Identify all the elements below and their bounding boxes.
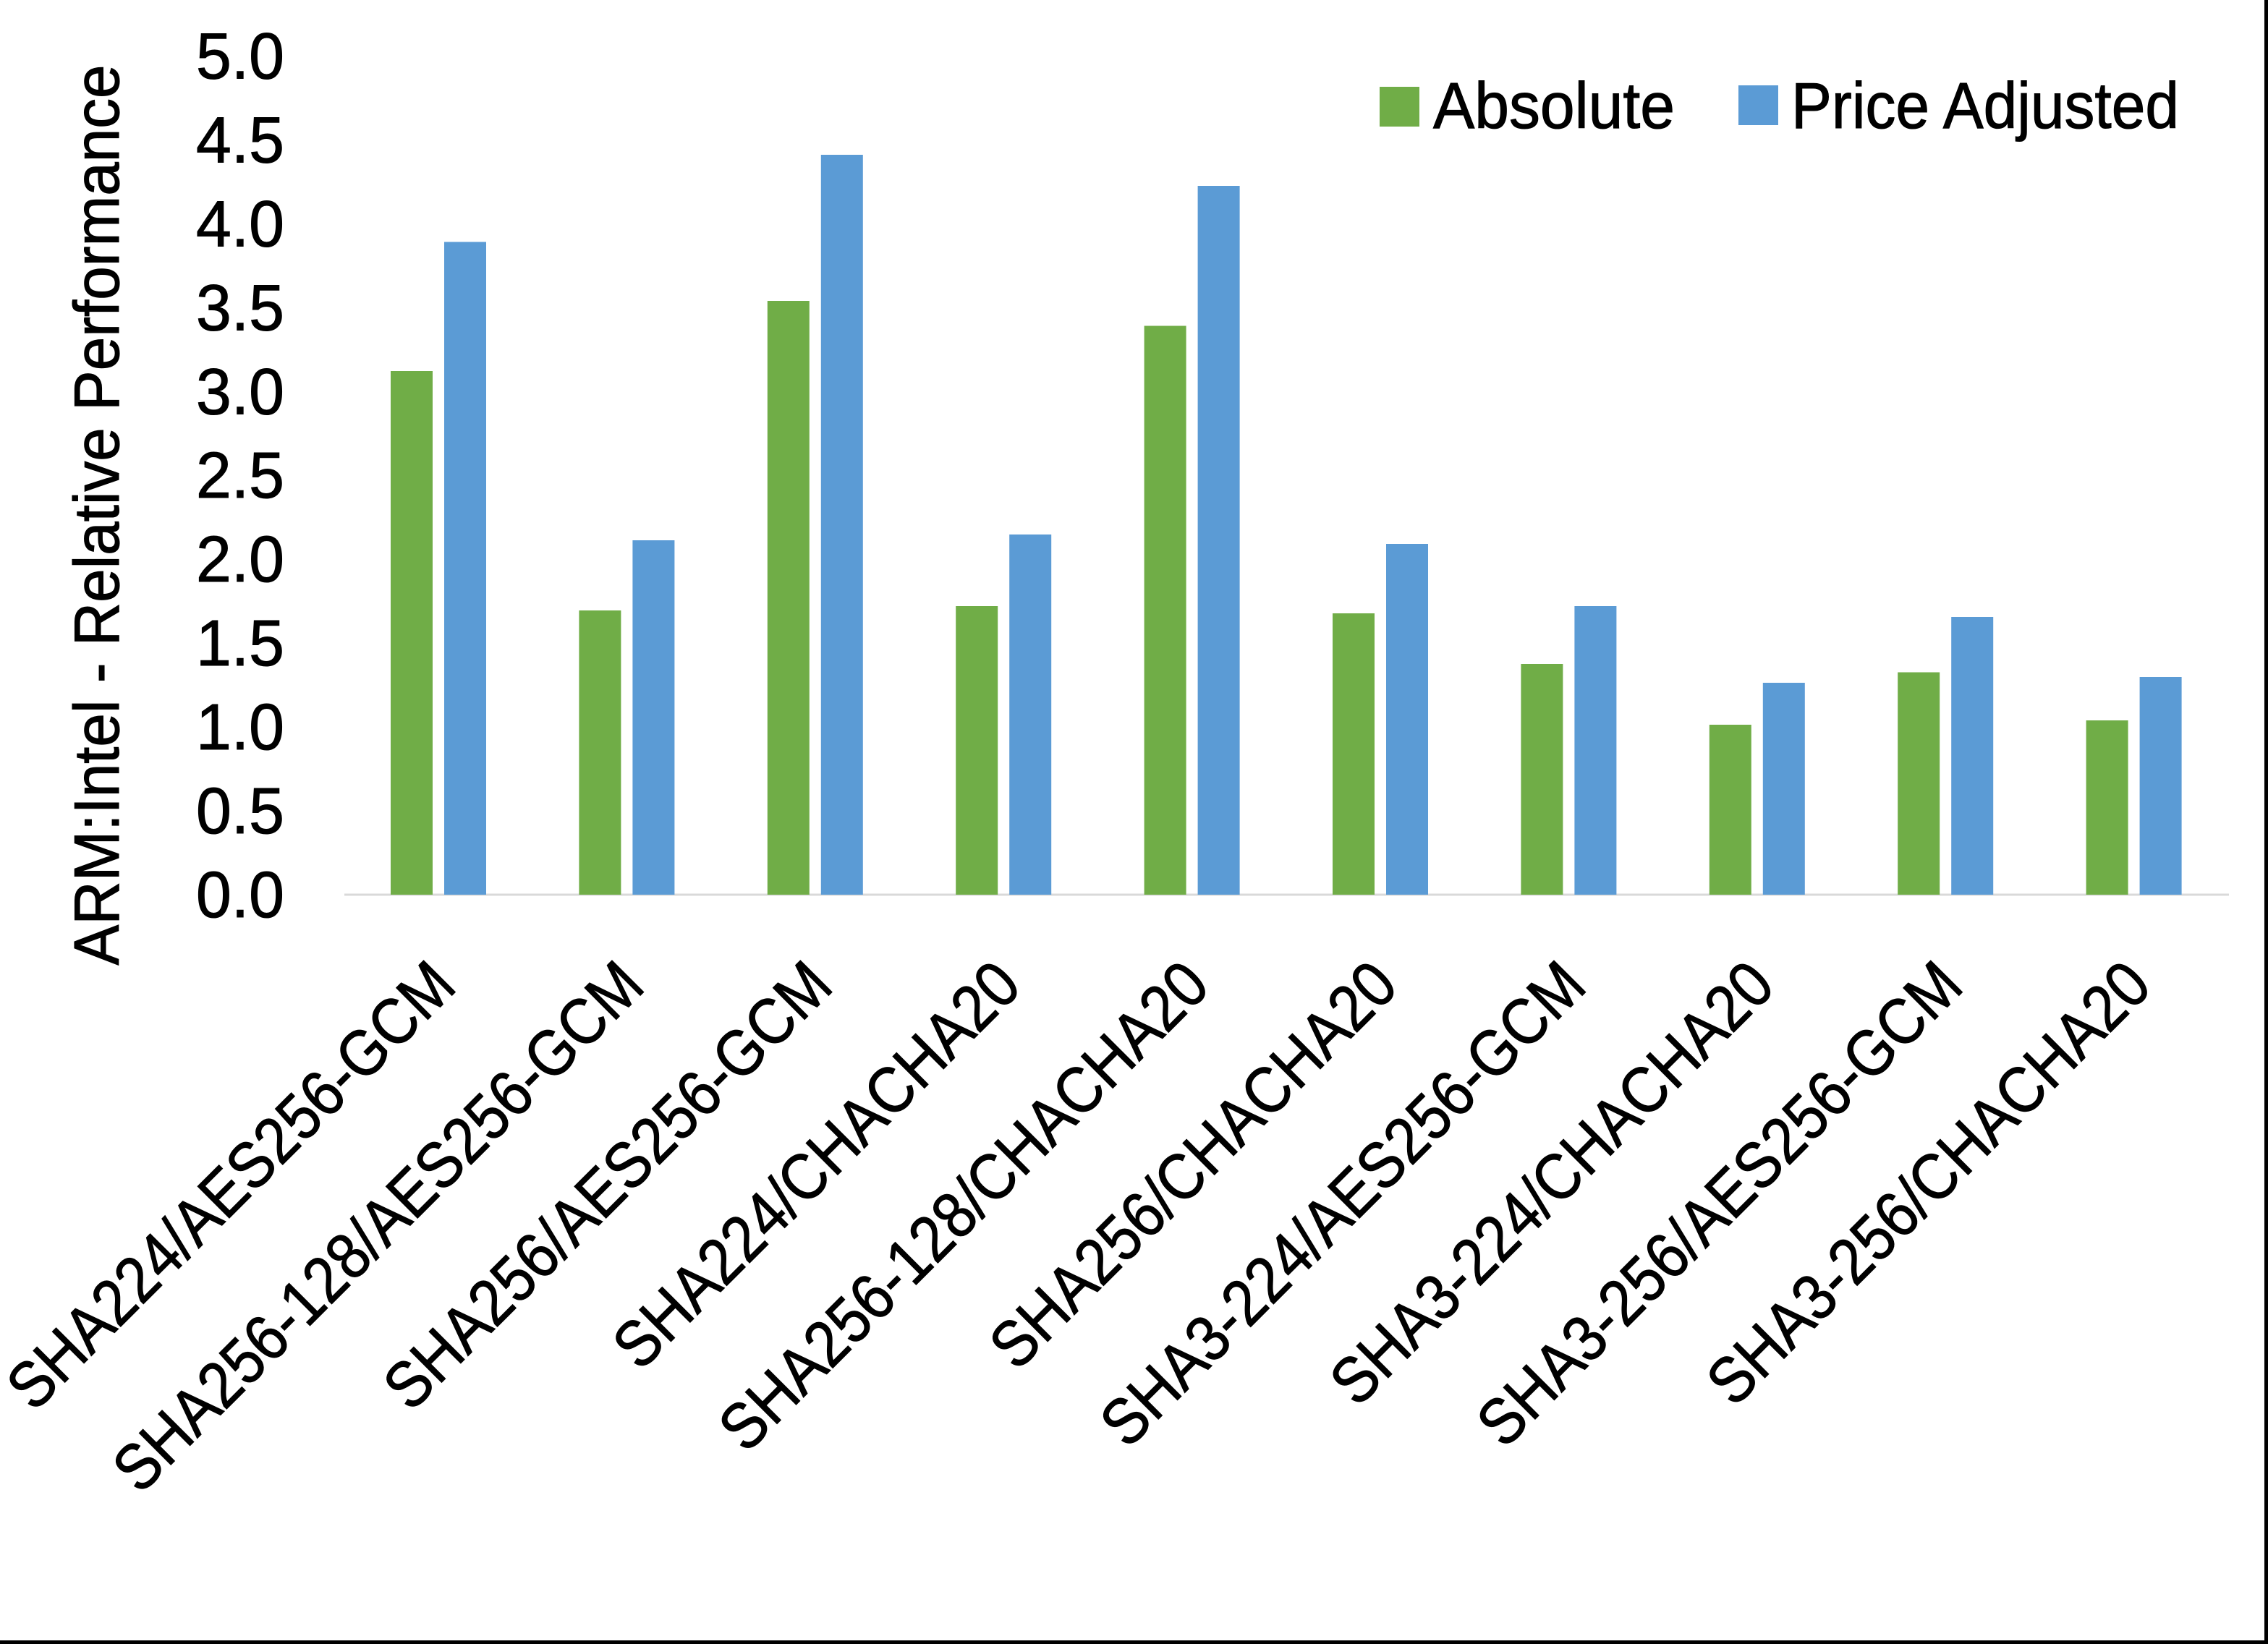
svg-text:1.0: 1.0 bbox=[196, 691, 284, 764]
svg-text:2.5: 2.5 bbox=[196, 440, 284, 512]
svg-text:5.0: 5.0 bbox=[196, 21, 284, 93]
svg-text:3.5: 3.5 bbox=[196, 272, 284, 344]
svg-text:Absolute: Absolute bbox=[1433, 70, 1675, 142]
svg-text:0.0: 0.0 bbox=[196, 859, 284, 932]
svg-text:4.5: 4.5 bbox=[196, 105, 284, 177]
svg-text:ARM:Intel - Relative Performan: ARM:Intel - Relative Performance bbox=[61, 65, 132, 966]
svg-text:Price Adjusted: Price Adjusted bbox=[1791, 70, 2179, 142]
svg-text:1.5: 1.5 bbox=[196, 608, 284, 680]
svg-text:4.0: 4.0 bbox=[196, 188, 284, 260]
svg-text:2.0: 2.0 bbox=[196, 524, 284, 596]
svg-text:3.0: 3.0 bbox=[196, 356, 284, 428]
svg-text:0.5: 0.5 bbox=[196, 775, 284, 848]
